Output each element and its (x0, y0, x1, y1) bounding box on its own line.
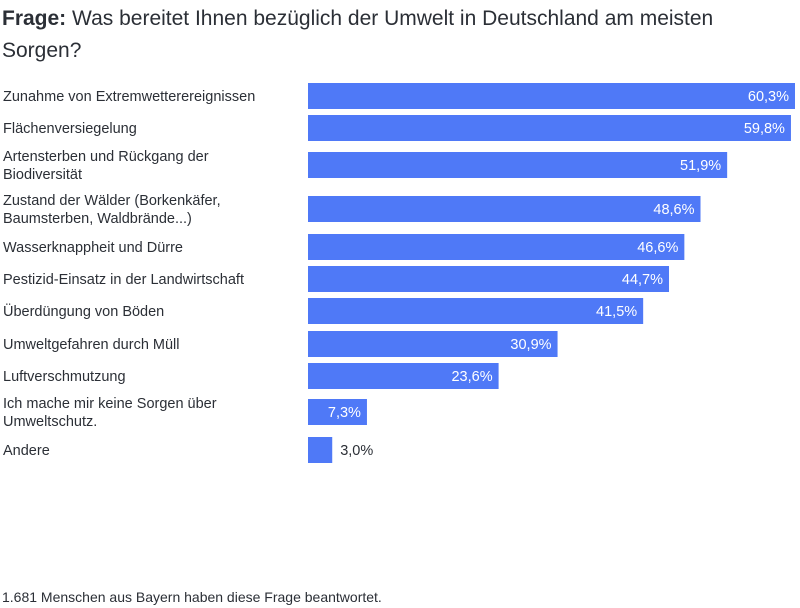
value-label: 7,3% (328, 405, 361, 421)
category-label: Pestizid-Einsatz in der Landwirtschaft (3, 272, 244, 288)
category-label: Überdüngung von Böden (3, 302, 164, 320)
category-label-line: Artensterben und Rückgang der (3, 149, 209, 165)
category-label-line: Biodiversität (3, 167, 82, 183)
category-label-line: Umweltschutz. (3, 414, 97, 430)
category-label-line: Ich mache mir keine Sorgen über (3, 396, 217, 412)
category-label: Ich mache mir keine Sorgen über Umweltsch… (3, 396, 217, 430)
category-label-line: Wasserknappheit und Dürre (3, 240, 183, 256)
question-text: Was bereitet Ihnen bezüglich der Umwelt … (2, 7, 714, 62)
bar (308, 115, 791, 141)
category-label-line: Zustand der Wälder (Borkenkäfer, (3, 193, 221, 209)
bar (308, 298, 644, 324)
category-label: Umweltgefahren durch Müll (3, 337, 180, 353)
category-label: Artensterben und Rückgang der Biodiversit… (3, 149, 209, 183)
bar (308, 83, 795, 109)
category-label: Zustand der Wälder (Borkenkäfer, Baumster… (3, 193, 221, 227)
value-label: 46,6% (637, 240, 678, 256)
respondent-count-note: 1.681 Menschen aus Bayern haben diese Fr… (2, 589, 382, 605)
category-label-line: Überdüngung von Böden (3, 302, 164, 320)
category-label-line: Umweltgefahren durch Müll (3, 337, 180, 353)
category-label-line: Pestizid-Einsatz in der Landwirtschaft (3, 272, 244, 288)
bar (308, 399, 367, 425)
bar (308, 331, 558, 357)
value-label: 41,5% (596, 304, 637, 320)
category-label-line: Luftverschmutzung (3, 369, 126, 385)
bar (308, 152, 728, 178)
value-label: 23,6% (451, 369, 492, 385)
category-label: Andere (3, 443, 50, 459)
category-label-line: Andere (3, 443, 50, 459)
value-label: 51,9% (680, 158, 721, 174)
value-label: 44,7% (622, 272, 663, 288)
category-label: Zunahme von Extremwetterereignissen (3, 89, 255, 105)
category-label-line: Flächenversiegelung (3, 121, 137, 137)
value-label: 60,3% (748, 89, 789, 105)
category-label-line: Baumsterben, Waldbrände...) (3, 211, 192, 227)
bar (308, 234, 685, 260)
question-prefix: Frage: (2, 7, 67, 30)
bar (308, 363, 499, 389)
value-label: 48,6% (653, 202, 694, 218)
value-label: 30,9% (510, 337, 551, 353)
category-label: Flächenversiegelung (3, 121, 137, 137)
bar (308, 266, 670, 292)
bar (308, 437, 333, 463)
category-label-line: Zunahme von Extremwetterereignissen (3, 89, 255, 105)
question-title: Frage: Was bereitet Ihnen bezüglich der … (2, 3, 792, 67)
category-label: Wasserknappheit und Dürre (3, 240, 183, 256)
value-label: 59,8% (744, 121, 785, 137)
category-label: Luftverschmutzung (3, 369, 126, 385)
bar (308, 196, 701, 222)
value-label: 3,0% (340, 443, 373, 459)
